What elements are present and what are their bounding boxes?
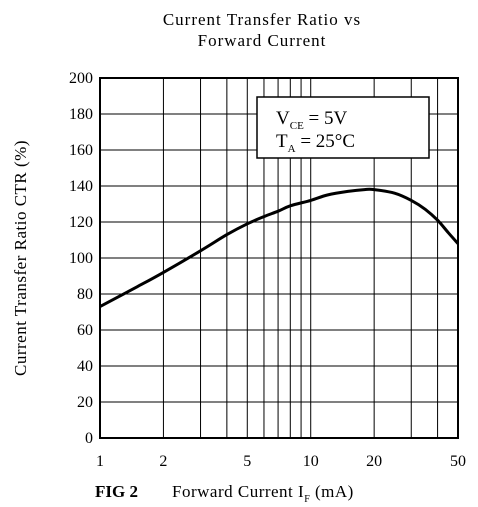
x-tick-label: 10: [303, 453, 319, 470]
plot-frame: [99, 77, 459, 439]
y-axis-label: Current Transfer Ratio CTR (%): [11, 140, 30, 376]
annotation-box: [256, 96, 430, 159]
annotation-vce-subscript: CE: [290, 120, 304, 132]
annotation-ta-symbol: T: [276, 131, 288, 152]
conditions-annotation: VCE = 5V TA = 25°C: [256, 96, 430, 159]
annotation-ta-subscript: A: [288, 143, 296, 155]
y-tick-label: 60: [77, 322, 93, 339]
y-tick-label: 40: [77, 358, 93, 375]
y-tick-label: 100: [69, 250, 93, 267]
figure-label: FIG 2: [95, 482, 138, 501]
annotation-vce-symbol: V: [276, 108, 290, 129]
annotation-vce: VCE = 5V: [276, 108, 348, 132]
y-tick-label: 0: [85, 430, 93, 447]
x-tick-label: 50: [450, 453, 466, 470]
x-axis-label-prefix: Forward Current I: [172, 482, 304, 501]
annotation-ta-value: = 25°C: [296, 131, 356, 152]
y-tick-label: 160: [69, 142, 93, 159]
y-tick-label: 20: [77, 394, 93, 411]
chart-subtitle: Forward Current: [198, 31, 327, 50]
x-tick-label: 5: [243, 453, 251, 470]
y-tick-label: 120: [69, 214, 93, 231]
annotation-ta: TA = 25°C: [276, 131, 355, 155]
x-tick-label: 2: [159, 453, 167, 470]
x-axis-label-subscript: F: [304, 494, 310, 505]
y-tick-label: 180: [69, 106, 93, 123]
x-axis-label: Forward Current IF (mA): [172, 482, 354, 505]
x-tick-labels: 1 2 5 10 20 50: [96, 453, 466, 470]
y-tick-label: 200: [69, 70, 93, 87]
y-tick-label: 80: [77, 286, 93, 303]
ctr-series-line: [99, 187, 460, 308]
y-tick-label: 140: [69, 178, 93, 195]
y-tick-labels: 0 20 40 60 80 100 120 140 160 180 200: [69, 70, 93, 447]
x-axis-label-suffix: (mA): [310, 482, 354, 501]
chart-title: Current Transfer Ratio vs: [163, 10, 361, 29]
annotation-vce-value: = 5V: [304, 108, 348, 129]
series-group: [99, 187, 460, 308]
x-tick-label: 1: [96, 453, 104, 470]
x-tick-label: 20: [366, 453, 382, 470]
